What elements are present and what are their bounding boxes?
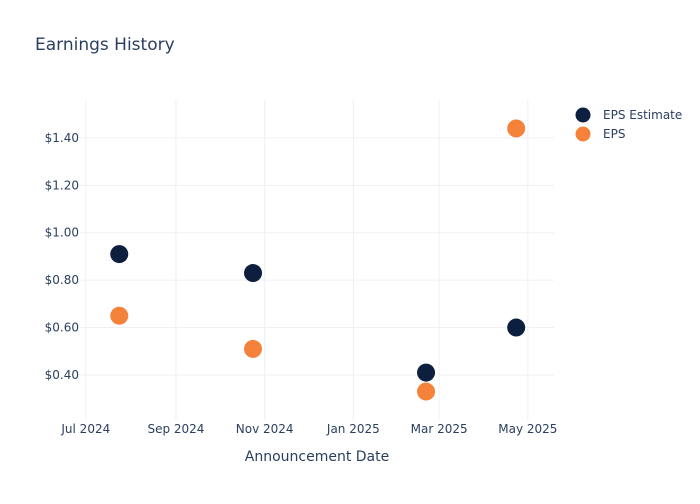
- data-point-eps[interactable]: [417, 382, 436, 401]
- x-tick-label: Nov 2024: [236, 422, 294, 436]
- x-tick-label: Jul 2024: [60, 422, 110, 436]
- y-axis: $0.40 $0.60 $0.80 $1.00 $1.20 $1.40: [45, 131, 79, 382]
- x-axis-title: Announcement Date: [245, 449, 389, 465]
- data-point-eps[interactable]: [110, 306, 129, 325]
- y-tick-label: $0.60: [45, 321, 79, 335]
- legend-marker: [575, 107, 591, 123]
- y-tick-label: $1.00: [45, 226, 79, 240]
- y-tick-label: $1.40: [45, 131, 79, 145]
- data-point-eps-estimate[interactable]: [110, 245, 129, 264]
- grid-lines: [80, 100, 554, 420]
- x-tick-label: Sep 2024: [147, 422, 204, 436]
- y-tick-label: $0.80: [45, 273, 79, 287]
- data-points: [110, 119, 526, 401]
- data-point-eps[interactable]: [507, 119, 526, 138]
- x-axis: Jul 2024 Sep 2024 Nov 2024 Jan 2025 Mar 2025…: [60, 422, 557, 436]
- legend-marker: [575, 126, 591, 142]
- chart-title: Earnings History: [35, 35, 175, 55]
- x-tick-label: Jan 2025: [326, 422, 380, 436]
- data-point-eps-estimate[interactable]: [507, 318, 526, 337]
- data-point-eps-estimate[interactable]: [417, 363, 436, 382]
- legend-label: EPS Estimate: [603, 108, 682, 122]
- legend-item-eps-estimate[interactable]: EPS Estimate: [575, 107, 683, 123]
- y-tick-label: $1.20: [45, 178, 79, 192]
- legend[interactable]: EPS Estimate EPS: [575, 107, 683, 142]
- data-point-eps[interactable]: [244, 339, 263, 358]
- legend-item-eps[interactable]: EPS: [575, 126, 626, 142]
- y-tick-label: $0.40: [45, 368, 79, 382]
- x-tick-label: Mar 2025: [411, 422, 468, 436]
- data-point-eps-estimate[interactable]: [244, 264, 263, 283]
- legend-label: EPS: [603, 127, 625, 141]
- x-tick-label: May 2025: [498, 422, 557, 436]
